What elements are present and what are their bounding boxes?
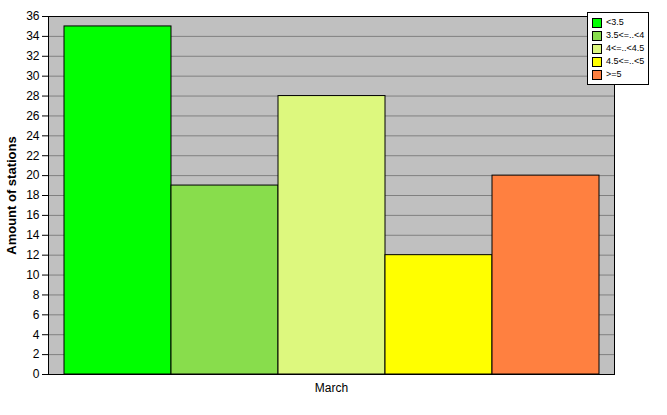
svg-text:30: 30 xyxy=(26,69,40,83)
svg-text:36: 36 xyxy=(26,9,40,23)
svg-text:4: 4 xyxy=(33,328,40,342)
svg-text:34: 34 xyxy=(26,29,40,43)
html-text:3.5<=..<4: 3.5<=..<4 xyxy=(606,30,645,40)
html-text:4<=..<4.5: 4<=..<4.5 xyxy=(606,43,645,53)
html-text:>=5: >=5 xyxy=(606,69,622,79)
svg-text:6: 6 xyxy=(33,308,40,322)
svg-text:24: 24 xyxy=(26,129,40,143)
svg-text:18: 18 xyxy=(26,188,40,202)
html-text:4.5<=..<5: 4.5<=..<5 xyxy=(606,56,645,66)
svg-text:16: 16 xyxy=(26,208,40,222)
svg-text:0: 0 xyxy=(33,367,40,381)
svg-text:32: 32 xyxy=(26,49,40,63)
svg-text:10: 10 xyxy=(26,268,40,282)
svg-text:14: 14 xyxy=(26,228,40,242)
svg-text:12: 12 xyxy=(26,248,40,262)
svg-text:20: 20 xyxy=(26,168,40,182)
svg-text:22: 22 xyxy=(26,149,40,163)
svg-text:28: 28 xyxy=(26,89,40,103)
svg-text:8: 8 xyxy=(33,288,40,302)
svg-text:March: March xyxy=(315,381,348,395)
html-text:<3.5: <3.5 xyxy=(606,17,624,27)
svg-text:Amount of stations: Amount of stations xyxy=(4,136,19,254)
svg-text:26: 26 xyxy=(26,109,40,123)
svg-text:2: 2 xyxy=(33,347,40,361)
